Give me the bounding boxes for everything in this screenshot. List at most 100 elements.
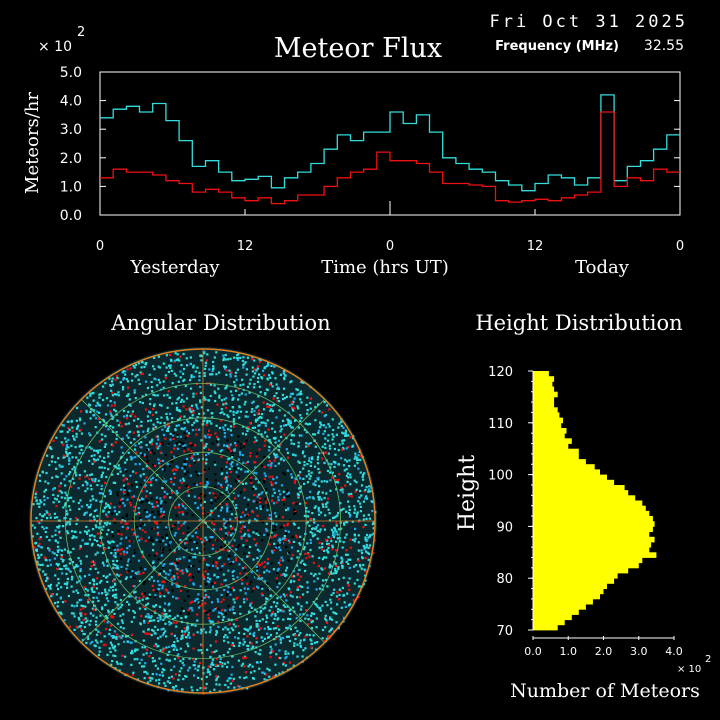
meteor-point [289,581,292,584]
meteor-point [159,421,162,425]
meteor-point [252,558,255,561]
meteor-point [267,504,270,507]
meteor-point [202,628,205,631]
meteor-point [321,637,324,640]
meteor-point [76,426,79,429]
meteor-point [227,358,230,361]
flux-y-tick-label: 1.0 [60,179,82,195]
meteor-point [113,401,116,404]
meteor-point [325,556,328,559]
meteor-point [276,625,279,628]
meteor-point [219,509,223,512]
meteor-point [110,624,113,627]
meteor-point [255,507,258,510]
meteor-point [105,397,109,400]
meteor-point [78,575,81,578]
meteor-point [107,452,110,455]
meteor-point [239,589,242,592]
meteor-point [292,540,295,543]
meteor-point [145,597,148,600]
meteor-point [68,428,71,431]
meteor-point [323,480,326,483]
meteor-point [144,608,147,611]
meteor-point [202,558,206,561]
meteor-point [190,411,193,414]
meteor-point [39,545,42,549]
meteor-point [161,612,164,615]
meteor-point [100,484,103,487]
meteor-point [280,574,283,577]
meteor-point [318,452,321,455]
meteor-point [231,587,234,590]
meteor-point [84,613,87,616]
height-bar [533,531,650,538]
meteor-point [342,464,345,467]
meteor-point [366,551,369,554]
height-bar [533,510,650,517]
meteor-point [55,593,58,596]
meteor-point [155,501,159,504]
meteor-point [151,390,154,393]
meteor-point [284,424,287,427]
meteor-point [50,593,53,596]
meteor-point [35,517,38,520]
meteor-point [64,502,67,505]
meteor-point [133,391,136,394]
meteor-point [337,567,340,570]
meteor-point [231,406,234,409]
meteor-point [260,416,263,419]
meteor-point [343,522,346,525]
meteor-point [274,614,277,617]
meteor-point [256,625,259,628]
meteor-point [261,577,264,580]
meteor-point [145,652,148,655]
meteor-point [114,649,117,652]
meteor-point [248,628,251,631]
meteor-point [336,554,339,557]
meteor-point [270,614,273,617]
meteor-point [86,474,89,477]
meteor-point [250,410,253,413]
meteor-point [70,485,73,488]
meteor-point [298,596,301,599]
meteor-point [263,465,266,469]
meteor-point [164,630,167,633]
meteor-point [268,445,271,449]
meteor-point [216,576,219,579]
meteor-point [109,586,112,589]
meteor-point [139,446,142,449]
meteor-point [335,522,338,525]
meteor-point [181,513,185,516]
meteor-point [203,470,206,473]
meteor-point [147,467,150,470]
meteor-point [258,577,262,581]
meteor-point [192,583,195,586]
meteor-point [171,402,174,405]
meteor-point [79,569,82,573]
meteor-point [331,578,334,582]
meteor-point [80,604,83,607]
meteor-point [224,526,227,529]
meteor-point [263,678,266,681]
meteor-point [138,572,141,576]
meteor-point [288,639,291,643]
meteor-point [140,519,143,522]
height-y-tick-label: 100 [488,469,513,484]
meteor-point [248,610,251,613]
meteor-point [37,553,40,556]
meteor-point [47,547,50,550]
meteor-point [223,522,226,525]
meteor-point [206,353,209,356]
meteor-point [183,427,187,430]
meteor-point [242,544,245,547]
meteor-point [163,425,167,428]
flux-y-tick-label: 0.0 [60,208,82,224]
meteor-point [229,410,232,413]
height-bar [533,433,565,439]
meteor-point [114,556,117,559]
meteor-point [161,668,164,671]
meteor-point [291,554,294,557]
meteor-point [130,633,134,636]
meteor-point [145,511,149,514]
height-x-tick-label: 3.0 [630,645,648,658]
